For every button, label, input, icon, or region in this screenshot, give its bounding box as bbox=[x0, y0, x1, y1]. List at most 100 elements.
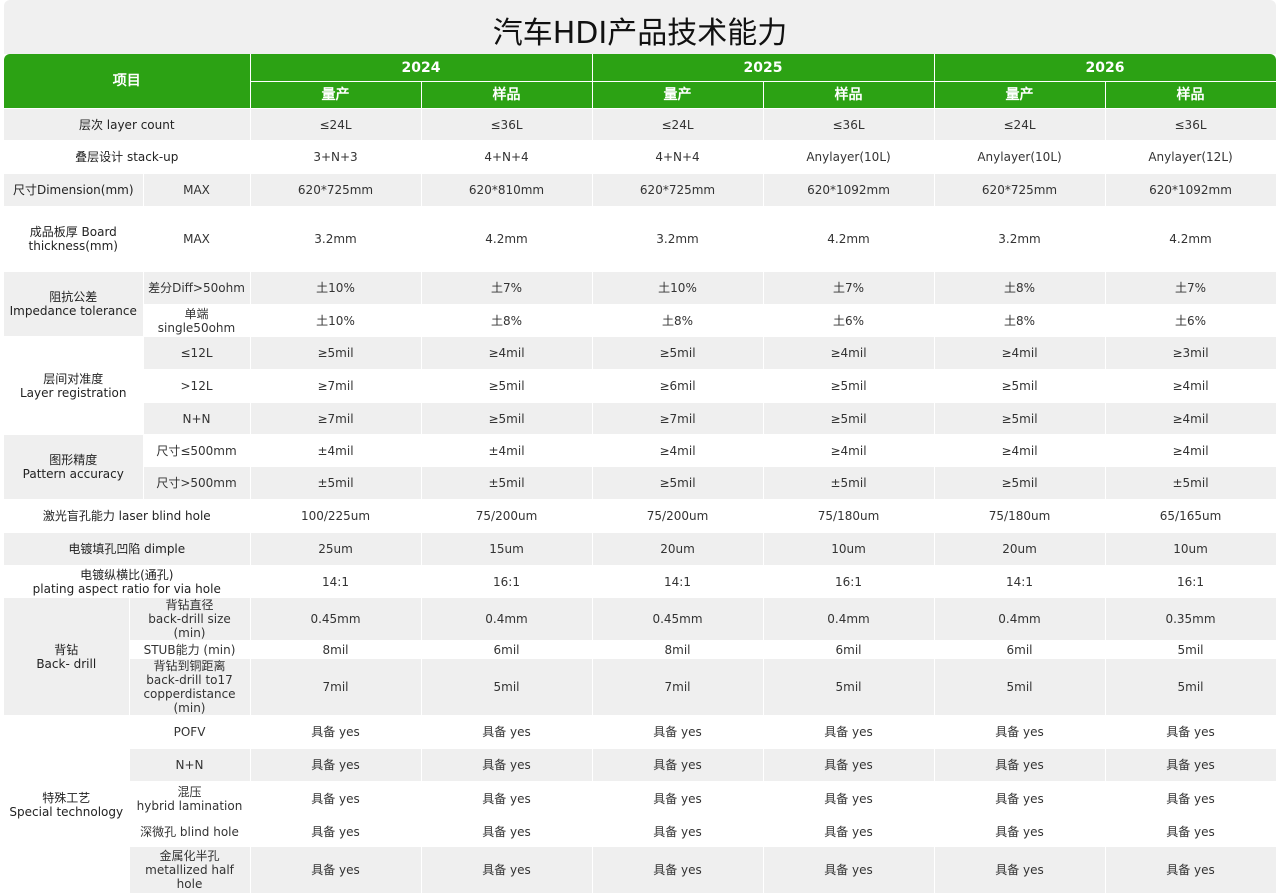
capability-table: 项目 2024 2025 2026 量产 样品 量产 样品 量产 样品 层次 layer … bbox=[4, 54, 1277, 894]
row-sublabel: 尺寸>500mm bbox=[143, 466, 251, 500]
value-cell: ≥5mil bbox=[250, 336, 422, 370]
group-label: 阻抗公差 Impedance tolerance bbox=[4, 271, 144, 337]
group-label: 特殊工艺 Special technology bbox=[4, 715, 130, 894]
value-cell: 7mil bbox=[592, 658, 764, 716]
label-line: 层次 layer count bbox=[78, 117, 175, 132]
label-line: 背钻直径 bbox=[165, 598, 214, 612]
label-line: POFV bbox=[173, 725, 206, 739]
label-line: 尺寸>500mm bbox=[156, 476, 237, 490]
value-cell: ≥4mil bbox=[763, 434, 935, 467]
label-line: 层间对准度 bbox=[43, 371, 104, 386]
value-cell: 3.2mm bbox=[934, 206, 1106, 272]
value-cell: Anylayer(12L) bbox=[1105, 140, 1277, 174]
label-line: 混压 bbox=[177, 785, 202, 799]
label-line: plating aspect ratio for via hole bbox=[32, 581, 221, 596]
table-row: 阻抗公差 Impedance tolerance 差分Diff>50ohm 土10% 土… bbox=[4, 271, 1277, 337]
value-cell: 具备 yes bbox=[1105, 781, 1277, 817]
value-cell: ≥7mil bbox=[250, 369, 422, 403]
value-cell: 75/200um bbox=[421, 499, 593, 533]
value-cell: 土8% bbox=[934, 271, 1106, 305]
label-line: back-drill size (min) bbox=[148, 612, 231, 640]
value-cell: 6mil bbox=[934, 640, 1106, 659]
label-line: Special technology bbox=[9, 804, 124, 819]
value-cell: 具备 yes bbox=[250, 846, 422, 894]
value-cell: 10um bbox=[1105, 532, 1277, 566]
header-sub: 量产 bbox=[592, 81, 764, 109]
value-cell: ≥4mil bbox=[1105, 402, 1277, 435]
value-cell: 具备 yes bbox=[250, 781, 422, 817]
label-line: 深微孔 blind hole bbox=[140, 824, 239, 839]
value-cell: 具备 yes bbox=[934, 846, 1106, 894]
value-cell: 具备 yes bbox=[934, 816, 1106, 847]
label-line: 背钻 bbox=[54, 642, 79, 657]
label-line: 尺寸Dimension(mm) bbox=[12, 183, 134, 197]
label-line: 激光盲孔能力 laser blind hole bbox=[42, 509, 211, 523]
value-cell: Anylayer(10L) bbox=[763, 140, 935, 174]
value-cell: 具备 yes bbox=[592, 715, 764, 749]
value-cell: ≤36L bbox=[421, 108, 593, 141]
value-cell: ≤24L bbox=[934, 108, 1106, 141]
row-sublabel: 混压 hybrid lamination bbox=[129, 781, 251, 817]
label-line: MAX bbox=[183, 232, 210, 246]
value-cell: 土8% bbox=[934, 304, 1106, 337]
value-cell: ≥4mil bbox=[1105, 369, 1277, 403]
row-sublabel: 背钻到铜距离 back-drill to17 copperdistance (min… bbox=[129, 658, 251, 716]
value-cell: 0.45mm bbox=[250, 597, 422, 641]
value-cell: ≥5mil bbox=[934, 402, 1106, 435]
table-row: 深微孔 blind hole 具备 yes 具备 yes 具备 yes 具备 yes 具备… bbox=[4, 816, 1277, 847]
value-cell: 3+N+3 bbox=[250, 140, 422, 174]
row-sublabel: 金属化半孔 metallized half hole bbox=[129, 846, 251, 894]
table-row: 成品板厚 Board thickness(mm) MAX 3.2mm 4.2mm 3.2… bbox=[4, 206, 1277, 272]
value-cell: 具备 yes bbox=[934, 781, 1106, 817]
value-cell: ≥5mil bbox=[763, 402, 935, 435]
table-row: N+N 具备 yes 具备 yes 具备 yes 具备 yes 具备 yes 具备 yes bbox=[4, 748, 1277, 782]
value-cell: 土7% bbox=[763, 271, 935, 305]
header-year: 2026 bbox=[934, 54, 1277, 82]
value-cell: 3.2mm bbox=[250, 206, 422, 272]
table-row: 混压 hybrid lamination 具备 yes 具备 yes 具备 yes 具备 … bbox=[4, 781, 1277, 817]
label-line: 阻抗公差 bbox=[49, 290, 98, 304]
table-row: 电镀纵横比(通孔) plating aspect ratio for via ho… bbox=[4, 565, 1277, 598]
value-cell: 16:1 bbox=[421, 565, 593, 598]
value-cell: 0.35mm bbox=[1105, 597, 1277, 641]
value-cell: ≥4mil bbox=[934, 336, 1106, 370]
value-cell: 6mil bbox=[763, 640, 935, 659]
value-cell: 具备 yes bbox=[421, 748, 593, 782]
value-cell: 具备 yes bbox=[421, 816, 593, 847]
value-cell: 620*810mm bbox=[421, 173, 593, 207]
label-line: Pattern accuracy bbox=[22, 467, 124, 481]
value-cell: ±5mil bbox=[1105, 466, 1277, 500]
group-label: 层间对准度 Layer registration bbox=[4, 336, 144, 435]
value-cell: 具备 yes bbox=[1105, 748, 1277, 782]
value-cell: ≥4mil bbox=[763, 336, 935, 370]
label-line: Back- drill bbox=[36, 656, 97, 671]
table-row: 背钻到铜距离 back-drill to17 copperdistance (min… bbox=[4, 658, 1277, 716]
value-cell: ≥5mil bbox=[592, 336, 764, 370]
value-cell: 20um bbox=[934, 532, 1106, 566]
label-line: back-drill to17 bbox=[146, 673, 233, 687]
value-cell: 5mil bbox=[1105, 658, 1277, 716]
row-sublabel: 背钻直径 back-drill size (min) bbox=[129, 597, 251, 641]
value-cell: 5mil bbox=[1105, 640, 1277, 659]
value-cell: 土6% bbox=[1105, 304, 1277, 337]
value-cell: 75/200um bbox=[592, 499, 764, 533]
value-cell: 0.4mm bbox=[934, 597, 1106, 641]
value-cell: 具备 yes bbox=[934, 715, 1106, 749]
table-row: 背钻 Back- drill 背钻直径 back-drill size (min) 0.… bbox=[4, 597, 1277, 716]
row-label: 激光盲孔能力 laser blind hole bbox=[4, 499, 251, 533]
value-cell: ≤24L bbox=[592, 108, 764, 141]
value-cell: 具备 yes bbox=[763, 748, 935, 782]
label-line: N+N bbox=[175, 758, 204, 772]
value-cell: 具备 yes bbox=[250, 748, 422, 782]
label-line: metallized half hole bbox=[145, 863, 234, 891]
value-cell: ≥5mil bbox=[592, 466, 764, 500]
group-label: 背钻 Back- drill bbox=[4, 597, 130, 716]
value-cell: 具备 yes bbox=[250, 816, 422, 847]
value-cell: 具备 yes bbox=[592, 781, 764, 817]
row-sublabel: N+N bbox=[129, 748, 251, 782]
row-label: 层次 layer count bbox=[4, 108, 251, 141]
value-cell: ≥5mil bbox=[934, 466, 1106, 500]
row-sublabel: 尺寸≤500mm bbox=[143, 434, 251, 467]
table-row: 金属化半孔 metallized half hole 具备 yes 具备 yes 具备 … bbox=[4, 846, 1277, 894]
value-cell: ≥6mil bbox=[592, 369, 764, 403]
